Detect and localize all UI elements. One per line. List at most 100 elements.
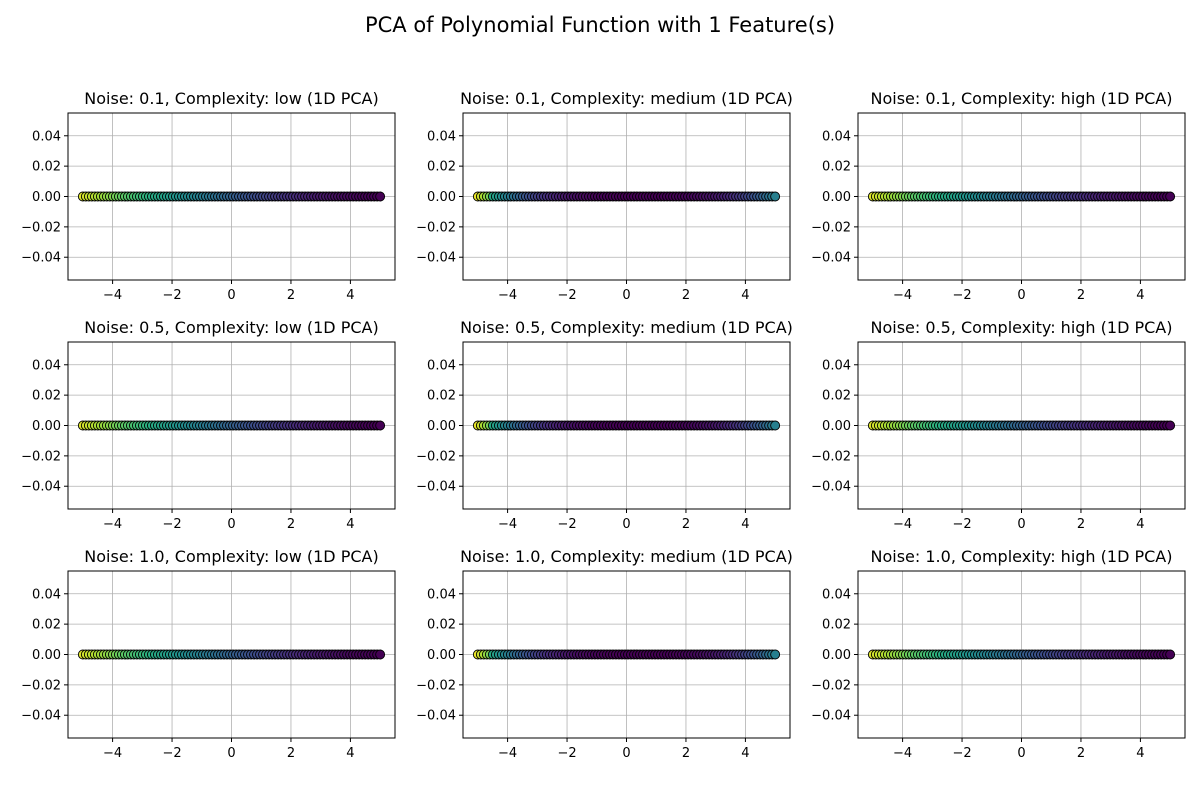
x-tick-label: −4 <box>103 746 122 761</box>
y-tick-label: −0.04 <box>416 251 456 266</box>
scatter-points <box>77 649 386 660</box>
x-tick-label: −2 <box>162 288 181 303</box>
y-tick-label: −0.02 <box>21 678 61 693</box>
x-tick-label: −4 <box>893 517 912 532</box>
x-tick-label: 2 <box>287 746 295 761</box>
y-tick-label: 0.02 <box>822 618 851 633</box>
x-tick-label: −2 <box>952 517 971 532</box>
x-tick-label: 4 <box>346 517 354 532</box>
y-tick-label: 0.00 <box>427 419 456 434</box>
x-tick-label: −2 <box>952 746 971 761</box>
y-tick-label: −0.04 <box>21 480 61 495</box>
subplot-4: −4 −2 0 2 4 −0.04 −0.02 0.00 0.02 0.04 Noise: 0.5,… <box>21 318 396 532</box>
scatter-point <box>1165 420 1176 431</box>
x-tick-label: 0 <box>622 746 630 761</box>
x-tick-label: 0 <box>622 517 630 532</box>
y-tick-label: −0.04 <box>811 480 851 495</box>
x-tick-label: 0 <box>1017 746 1025 761</box>
scatter-point <box>770 191 781 202</box>
y-tick-label: −0.02 <box>416 678 456 693</box>
scatter-points <box>867 649 1176 660</box>
x-tick-label: 4 <box>346 746 354 761</box>
x-tick-label: 0 <box>622 288 630 303</box>
y-tick-label: −0.02 <box>811 220 851 235</box>
x-tick-label: −2 <box>952 288 971 303</box>
y-tick-label: 0.04 <box>32 358 61 373</box>
y-tick-label: 0.00 <box>822 190 851 205</box>
y-tick-label: 0.02 <box>427 389 456 404</box>
y-tick-label: 0.00 <box>32 419 61 434</box>
subplot-3: −4 −2 0 2 4 −0.04 −0.02 0.00 0.02 0.04 Noise: 0.1,… <box>811 89 1186 303</box>
y-tick-label: 0.00 <box>427 190 456 205</box>
y-tick-label: −0.02 <box>811 449 851 464</box>
x-tick-label: 2 <box>1077 517 1085 532</box>
x-tick-label: −2 <box>557 746 576 761</box>
subplot-title: Noise: 0.1, Complexity: medium (1D PCA) <box>460 89 793 108</box>
x-tick-label: 0 <box>227 517 235 532</box>
subplot-title: Noise: 0.1, Complexity: low (1D PCA) <box>84 89 378 108</box>
x-tick-label: 4 <box>346 288 354 303</box>
y-tick-label: 0.04 <box>32 129 61 144</box>
x-tick-label: −2 <box>162 517 181 532</box>
subplot-title: Noise: 0.5, Complexity: low (1D PCA) <box>84 318 378 337</box>
y-tick-label: 0.04 <box>427 129 456 144</box>
x-tick-label: 4 <box>741 517 749 532</box>
y-tick-label: −0.02 <box>416 449 456 464</box>
x-tick-label: −4 <box>103 517 122 532</box>
subplot-8: −4 −2 0 2 4 −0.04 −0.02 0.00 0.02 0.04 Noise: 1.0,… <box>416 547 793 761</box>
x-tick-label: 4 <box>1136 517 1144 532</box>
x-tick-label: 2 <box>682 746 690 761</box>
x-tick-label: −4 <box>498 288 517 303</box>
subplot-1: −4 −2 0 2 4 −0.04 −0.02 0.00 0.02 0.04 Noise: 0.1,… <box>21 89 396 303</box>
scatter-points <box>867 420 1176 431</box>
subplot-5: −4 −2 0 2 4 −0.04 −0.02 0.00 0.02 0.04 Noise: 0.5,… <box>416 318 793 532</box>
x-tick-label: 2 <box>287 288 295 303</box>
subplot-7: −4 −2 0 2 4 −0.04 −0.02 0.00 0.02 0.04 Noise: 1.0,… <box>21 547 396 761</box>
y-tick-label: 0.04 <box>32 587 61 602</box>
y-tick-label: −0.04 <box>416 480 456 495</box>
x-tick-label: −2 <box>557 517 576 532</box>
y-tick-label: −0.02 <box>811 678 851 693</box>
x-tick-label: −2 <box>557 288 576 303</box>
x-tick-label: 2 <box>682 517 690 532</box>
y-tick-label: 0.02 <box>427 618 456 633</box>
y-tick-label: 0.04 <box>822 129 851 144</box>
scatter-points <box>77 420 386 431</box>
y-tick-label: 0.02 <box>427 160 456 175</box>
y-tick-label: 0.02 <box>822 389 851 404</box>
y-tick-label: −0.02 <box>21 220 61 235</box>
y-tick-label: −0.04 <box>811 251 851 266</box>
y-tick-label: 0.02 <box>32 160 61 175</box>
subplot-title: Noise: 1.0, Complexity: low (1D PCA) <box>84 547 378 566</box>
x-tick-label: 2 <box>1077 746 1085 761</box>
x-tick-label: 0 <box>227 288 235 303</box>
figure-title: PCA of Polynomial Function with 1 Featur… <box>365 13 835 37</box>
scatter-point <box>1165 649 1176 660</box>
scatter-point <box>375 649 386 660</box>
subplot-title: Noise: 1.0, Complexity: high (1D PCA) <box>871 547 1173 566</box>
subplot-title: Noise: 0.5, Complexity: high (1D PCA) <box>871 318 1173 337</box>
x-tick-label: 2 <box>682 288 690 303</box>
x-tick-label: 0 <box>227 746 235 761</box>
scatter-points <box>77 191 386 202</box>
scatter-point <box>1165 191 1176 202</box>
scatter-points <box>867 191 1176 202</box>
scatter-point <box>770 649 781 660</box>
y-tick-label: 0.00 <box>822 648 851 663</box>
subplot-6: −4 −2 0 2 4 −0.04 −0.02 0.00 0.02 0.04 Noise: 0.5,… <box>811 318 1186 532</box>
y-tick-label: 0.04 <box>427 587 456 602</box>
scatter-points <box>472 420 781 431</box>
y-tick-label: −0.02 <box>416 220 456 235</box>
scatter-points <box>472 649 781 660</box>
y-tick-label: 0.00 <box>32 190 61 205</box>
scatter-points <box>472 191 781 202</box>
x-tick-label: −4 <box>893 746 912 761</box>
x-tick-label: −4 <box>893 288 912 303</box>
subplot-9: −4 −2 0 2 4 −0.04 −0.02 0.00 0.02 0.04 Noise: 1.0,… <box>811 547 1186 761</box>
y-tick-label: 0.00 <box>427 648 456 663</box>
scatter-point <box>375 191 386 202</box>
y-tick-label: 0.02 <box>822 160 851 175</box>
y-tick-label: −0.04 <box>416 709 456 724</box>
subplot-title: Noise: 0.1, Complexity: high (1D PCA) <box>871 89 1173 108</box>
